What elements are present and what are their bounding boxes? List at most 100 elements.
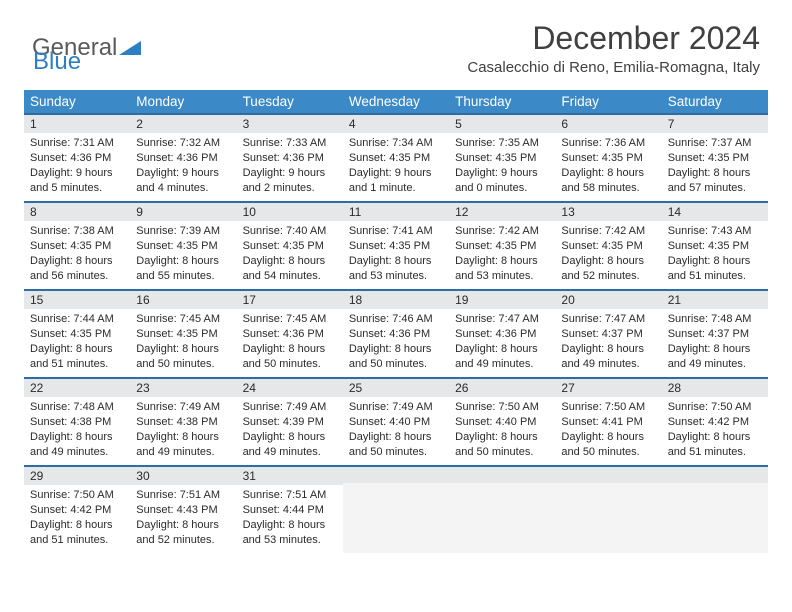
empty-cell [343,465,449,553]
day-info: Sunrise: 7:49 AM Sunset: 4:38 PM Dayligh… [130,397,236,462]
weekday-header-row: Sunday Monday Tuesday Wednesday Thursday… [24,90,768,113]
day-number: 4 [343,113,449,133]
day-cell: 22 Sunrise: 7:48 AM Sunset: 4:38 PM Dayl… [24,377,130,465]
day-cell: 1 Sunrise: 7:31 AM Sunset: 4:36 PM Dayli… [24,113,130,201]
empty-cell [662,465,768,553]
calendar-table: Sunday Monday Tuesday Wednesday Thursday… [24,90,768,553]
day-number: 14 [662,201,768,221]
day-info: Sunrise: 7:37 AM Sunset: 4:35 PM Dayligh… [662,133,768,198]
day-cell: 25 Sunrise: 7:49 AM Sunset: 4:40 PM Dayl… [343,377,449,465]
day-cell: 24 Sunrise: 7:49 AM Sunset: 4:39 PM Dayl… [237,377,343,465]
day-info: Sunrise: 7:46 AM Sunset: 4:36 PM Dayligh… [343,309,449,374]
day-info: Sunrise: 7:43 AM Sunset: 4:35 PM Dayligh… [662,221,768,286]
month-title: December 2024 [467,20,760,57]
day-cell: 7 Sunrise: 7:37 AM Sunset: 4:35 PM Dayli… [662,113,768,201]
day-info: Sunrise: 7:51 AM Sunset: 4:43 PM Dayligh… [130,485,236,550]
day-number: 8 [24,201,130,221]
day-cell: 17 Sunrise: 7:45 AM Sunset: 4:36 PM Dayl… [237,289,343,377]
day-info: Sunrise: 7:50 AM Sunset: 4:42 PM Dayligh… [662,397,768,462]
day-number: 7 [662,113,768,133]
day-cell: 19 Sunrise: 7:47 AM Sunset: 4:36 PM Dayl… [449,289,555,377]
day-cell: 13 Sunrise: 7:42 AM Sunset: 4:35 PM Dayl… [555,201,661,289]
day-info: Sunrise: 7:35 AM Sunset: 4:35 PM Dayligh… [449,133,555,198]
day-info: Sunrise: 7:36 AM Sunset: 4:35 PM Dayligh… [555,133,661,198]
day-number: 13 [555,201,661,221]
day-number: 29 [24,465,130,485]
day-cell: 9 Sunrise: 7:39 AM Sunset: 4:35 PM Dayli… [130,201,236,289]
day-cell: 29 Sunrise: 7:50 AM Sunset: 4:42 PM Dayl… [24,465,130,553]
empty-cell [449,465,555,553]
day-number: 24 [237,377,343,397]
day-cell: 30 Sunrise: 7:51 AM Sunset: 4:43 PM Dayl… [130,465,236,553]
day-info: Sunrise: 7:44 AM Sunset: 4:35 PM Dayligh… [24,309,130,374]
day-info: Sunrise: 7:48 AM Sunset: 4:38 PM Dayligh… [24,397,130,462]
day-cell: 8 Sunrise: 7:38 AM Sunset: 4:35 PM Dayli… [24,201,130,289]
day-cell: 18 Sunrise: 7:46 AM Sunset: 4:36 PM Dayl… [343,289,449,377]
weekday-header: Friday [555,90,661,113]
day-info: Sunrise: 7:51 AM Sunset: 4:44 PM Dayligh… [237,485,343,550]
day-info: Sunrise: 7:48 AM Sunset: 4:37 PM Dayligh… [662,309,768,374]
day-number: 2 [130,113,236,133]
day-info: Sunrise: 7:47 AM Sunset: 4:37 PM Dayligh… [555,309,661,374]
day-number: 6 [555,113,661,133]
day-cell: 11 Sunrise: 7:41 AM Sunset: 4:35 PM Dayl… [343,201,449,289]
day-info: Sunrise: 7:32 AM Sunset: 4:36 PM Dayligh… [130,133,236,198]
day-cell: 27 Sunrise: 7:50 AM Sunset: 4:41 PM Dayl… [555,377,661,465]
day-cell: 23 Sunrise: 7:49 AM Sunset: 4:38 PM Dayl… [130,377,236,465]
empty-cell [555,465,661,553]
day-cell: 28 Sunrise: 7:50 AM Sunset: 4:42 PM Dayl… [662,377,768,465]
calendar-row: 22 Sunrise: 7:48 AM Sunset: 4:38 PM Dayl… [24,377,768,465]
weekday-header: Thursday [449,90,555,113]
day-info: Sunrise: 7:45 AM Sunset: 4:36 PM Dayligh… [237,309,343,374]
day-cell: 21 Sunrise: 7:48 AM Sunset: 4:37 PM Dayl… [662,289,768,377]
day-number: 11 [343,201,449,221]
day-info: Sunrise: 7:50 AM Sunset: 4:41 PM Dayligh… [555,397,661,462]
day-info: Sunrise: 7:41 AM Sunset: 4:35 PM Dayligh… [343,221,449,286]
weekday-header: Sunday [24,90,130,113]
day-number: 12 [449,201,555,221]
day-info: Sunrise: 7:40 AM Sunset: 4:35 PM Dayligh… [237,221,343,286]
day-cell: 2 Sunrise: 7:32 AM Sunset: 4:36 PM Dayli… [130,113,236,201]
day-number: 23 [130,377,236,397]
day-cell: 5 Sunrise: 7:35 AM Sunset: 4:35 PM Dayli… [449,113,555,201]
day-info: Sunrise: 7:31 AM Sunset: 4:36 PM Dayligh… [24,133,130,198]
calendar-row: 8 Sunrise: 7:38 AM Sunset: 4:35 PM Dayli… [24,201,768,289]
day-info: Sunrise: 7:45 AM Sunset: 4:35 PM Dayligh… [130,309,236,374]
title-block: December 2024 Casalecchio di Reno, Emili… [467,20,760,76]
logo-text-2: Blue [33,48,81,76]
weekday-header: Monday [130,90,236,113]
calendar-row: 1 Sunrise: 7:31 AM Sunset: 4:36 PM Dayli… [24,113,768,201]
day-number: 5 [449,113,555,133]
day-number: 31 [237,465,343,485]
day-number: 26 [449,377,555,397]
day-number: 19 [449,289,555,309]
weekday-header: Wednesday [343,90,449,113]
day-cell: 4 Sunrise: 7:34 AM Sunset: 4:35 PM Dayli… [343,113,449,201]
day-number: 16 [130,289,236,309]
day-info: Sunrise: 7:42 AM Sunset: 4:35 PM Dayligh… [449,221,555,286]
weekday-header: Saturday [662,90,768,113]
day-cell: 3 Sunrise: 7:33 AM Sunset: 4:36 PM Dayli… [237,113,343,201]
day-cell: 16 Sunrise: 7:45 AM Sunset: 4:35 PM Dayl… [130,289,236,377]
day-number: 21 [662,289,768,309]
day-number: 22 [24,377,130,397]
header: General December 2024 Casalecchio di Ren… [0,0,792,84]
day-info: Sunrise: 7:39 AM Sunset: 4:35 PM Dayligh… [130,221,236,286]
day-info: Sunrise: 7:49 AM Sunset: 4:39 PM Dayligh… [237,397,343,462]
day-cell: 14 Sunrise: 7:43 AM Sunset: 4:35 PM Dayl… [662,201,768,289]
day-cell: 26 Sunrise: 7:50 AM Sunset: 4:40 PM Dayl… [449,377,555,465]
day-number: 25 [343,377,449,397]
day-info: Sunrise: 7:34 AM Sunset: 4:35 PM Dayligh… [343,133,449,198]
day-cell: 6 Sunrise: 7:36 AM Sunset: 4:35 PM Dayli… [555,113,661,201]
calendar-row: 15 Sunrise: 7:44 AM Sunset: 4:35 PM Dayl… [24,289,768,377]
day-number: 10 [237,201,343,221]
day-cell: 20 Sunrise: 7:47 AM Sunset: 4:37 PM Dayl… [555,289,661,377]
day-number: 3 [237,113,343,133]
day-cell: 31 Sunrise: 7:51 AM Sunset: 4:44 PM Dayl… [237,465,343,553]
day-number: 20 [555,289,661,309]
logo-triangle-icon [119,34,141,62]
day-info: Sunrise: 7:33 AM Sunset: 4:36 PM Dayligh… [237,133,343,198]
calendar-row: 29 Sunrise: 7:50 AM Sunset: 4:42 PM Dayl… [24,465,768,553]
day-info: Sunrise: 7:49 AM Sunset: 4:40 PM Dayligh… [343,397,449,462]
day-number: 1 [24,113,130,133]
